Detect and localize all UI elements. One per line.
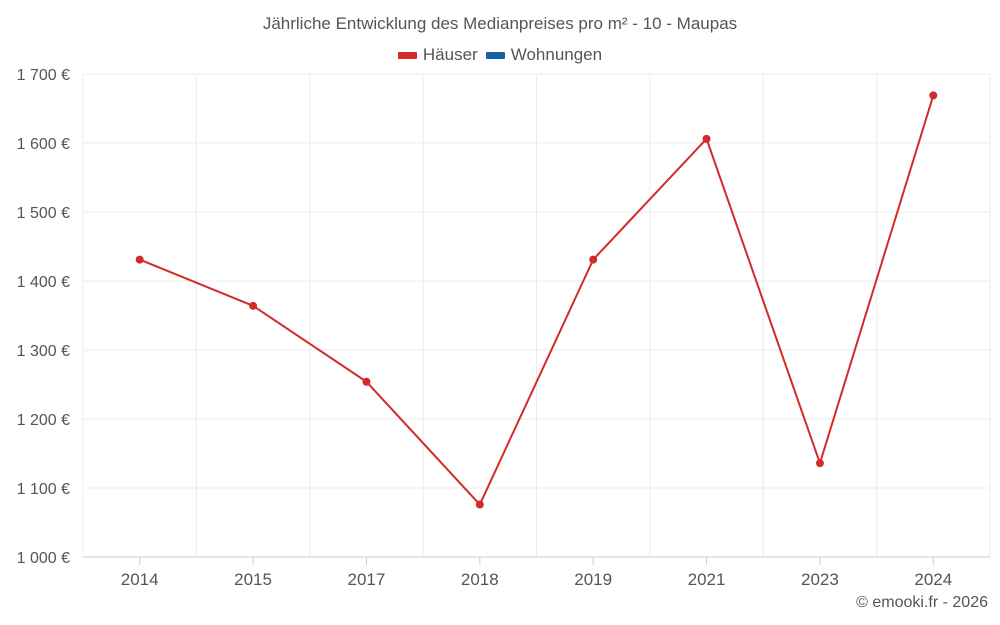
x-tick-label: 2021 <box>688 570 726 589</box>
data-point <box>249 301 258 310</box>
grid <box>82 73 991 557</box>
legend-item-wohnungen[interactable]: Wohnungen <box>485 45 603 65</box>
legend-item-haeuser[interactable]: Häuser <box>397 45 478 65</box>
x-tick-label: 2019 <box>574 570 612 589</box>
y-tick-label: 1 400 € <box>17 274 70 291</box>
data-point <box>589 255 598 264</box>
legend: Häuser Wohnungen <box>0 45 1000 65</box>
series-layer <box>135 91 938 509</box>
y-axis: 1 000 € 1 100 € 1 200 € 1 300 € 1 400 € 1 500… <box>17 67 70 567</box>
legend-swatch-wohnungen <box>485 51 505 59</box>
x-tick-label: 2023 <box>801 570 839 589</box>
y-tick-label: 1 600 € <box>17 136 70 153</box>
series-line-Häuser <box>139 95 935 506</box>
x-tick-label: 2015 <box>234 570 272 589</box>
data-point <box>362 377 371 386</box>
x-tick-label: 2017 <box>348 570 386 589</box>
data-point <box>135 255 144 264</box>
data-point <box>815 459 824 468</box>
x-tick-label: 2014 <box>121 570 159 589</box>
x-tick-label: 2024 <box>914 570 952 589</box>
data-point <box>475 500 484 509</box>
y-tick-label: 1 500 € <box>17 205 70 222</box>
legend-label-haeuser: Häuser <box>422 45 478 64</box>
x-tick-label: 2018 <box>461 570 499 589</box>
y-tick-label: 1 300 € <box>17 343 70 360</box>
data-point <box>702 134 711 143</box>
legend-label-wohnungen: Wohnungen <box>510 45 603 64</box>
y-tick-label: 1 200 € <box>17 412 70 429</box>
credit-text: © emooki.fr - 2026 <box>856 594 988 611</box>
y-tick-label: 1 700 € <box>17 67 70 84</box>
y-tick-label: 1 100 € <box>17 481 70 498</box>
y-tick-label: 1 000 € <box>17 550 70 567</box>
chart-title: Jährliche Entwicklung des Medianpreises … <box>262 14 738 33</box>
legend-swatch-haeuser <box>397 51 417 59</box>
x-axis: 2014 2015 2017 2018 2019 2021 2023 2024 <box>83 556 990 589</box>
data-point <box>929 91 938 100</box>
